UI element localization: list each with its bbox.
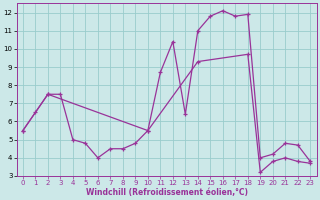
X-axis label: Windchill (Refroidissement éolien,°C): Windchill (Refroidissement éolien,°C) [85,188,248,197]
